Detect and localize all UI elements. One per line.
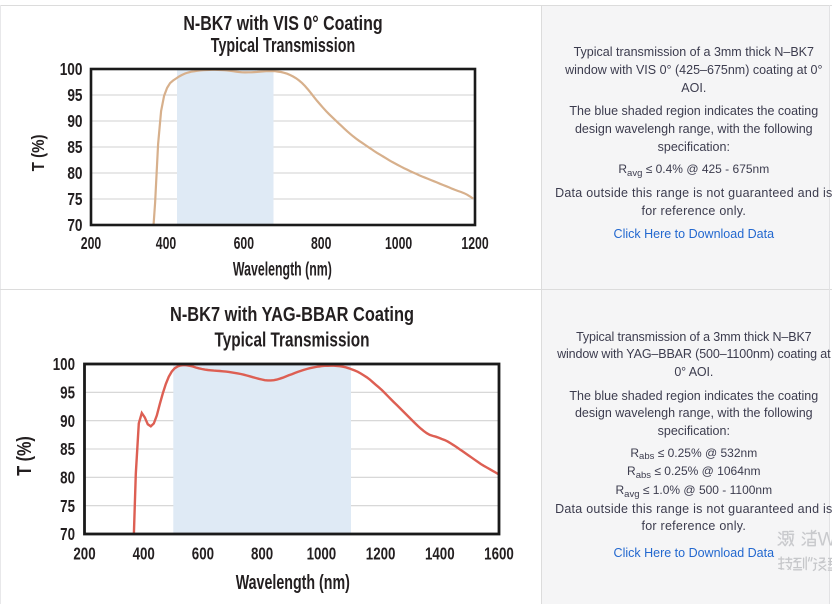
svg-text:90: 90 (60, 412, 75, 431)
svg-text:200: 200 (81, 234, 101, 254)
svg-text:1000: 1000 (307, 545, 337, 564)
svg-text:1000: 1000 (385, 234, 412, 254)
svg-text:1200: 1200 (461, 234, 488, 254)
svg-text:70: 70 (60, 525, 75, 544)
svg-text:Typical Transmission: Typical Transmission (214, 328, 369, 351)
svg-text:100: 100 (53, 355, 75, 374)
svg-text:95: 95 (67, 87, 82, 106)
svg-text:800: 800 (251, 545, 273, 564)
svg-text:600: 600 (234, 234, 254, 254)
svg-text:W: W (818, 529, 832, 551)
svg-text:85: 85 (60, 440, 75, 459)
svg-text:800: 800 (311, 234, 331, 254)
svg-text:100: 100 (60, 61, 83, 80)
svg-text:75: 75 (60, 497, 75, 516)
svg-text:95: 95 (60, 384, 75, 403)
svg-text:75: 75 (67, 191, 82, 210)
svg-text:200: 200 (73, 545, 95, 564)
svg-text:600: 600 (192, 545, 214, 564)
svg-text:90: 90 (67, 113, 82, 132)
svg-text:1400: 1400 (425, 545, 455, 564)
svg-text:70: 70 (67, 217, 82, 236)
svg-text:N-BK7 with YAG-BBAR Coating: N-BK7 with YAG-BBAR Coating (170, 302, 414, 325)
svg-text:80: 80 (60, 469, 75, 488)
svg-text:Wavelength (nm): Wavelength (nm) (236, 570, 350, 593)
svg-text:400: 400 (156, 234, 176, 254)
svg-text:400: 400 (133, 545, 155, 564)
svg-text:1200: 1200 (366, 545, 396, 564)
svg-text:T (%): T (%) (13, 436, 35, 476)
svg-text:T (%): T (%) (29, 135, 48, 172)
svg-text:85: 85 (67, 139, 82, 158)
svg-text:Typical Transmission: Typical Transmission (211, 34, 355, 57)
svg-text:80: 80 (67, 165, 82, 184)
svg-text:1600: 1600 (484, 545, 514, 564)
svg-text:N-BK7 with VIS 0° Coating: N-BK7 with VIS 0° Coating (183, 12, 382, 34)
svg-text:Wavelength (nm): Wavelength (nm) (233, 259, 332, 280)
